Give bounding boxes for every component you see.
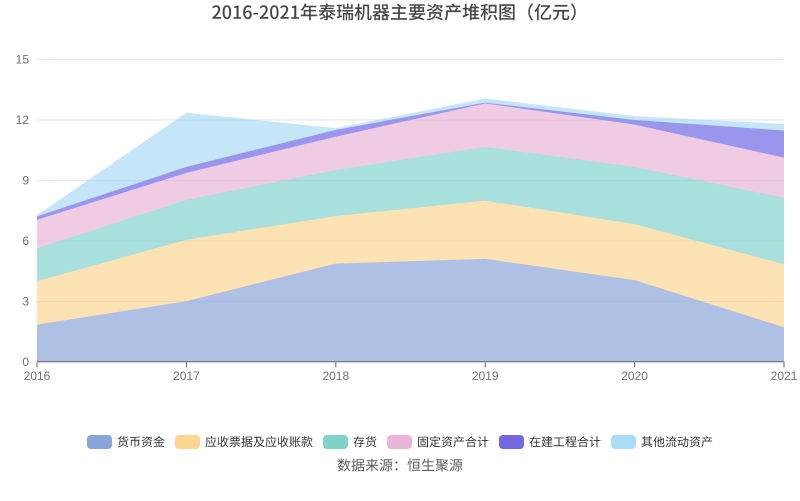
svg-text:6: 6 bbox=[22, 234, 29, 248]
svg-text:15: 15 bbox=[16, 53, 30, 67]
svg-text:2018: 2018 bbox=[322, 369, 349, 383]
svg-text:0: 0 bbox=[22, 355, 29, 369]
svg-text:2016: 2016 bbox=[24, 369, 51, 383]
svg-text:2019: 2019 bbox=[472, 369, 499, 383]
svg-text:2017: 2017 bbox=[173, 369, 200, 383]
svg-text:3: 3 bbox=[22, 295, 29, 309]
svg-text:9: 9 bbox=[22, 174, 29, 188]
svg-text:2021: 2021 bbox=[771, 369, 798, 383]
svg-text:12: 12 bbox=[16, 113, 30, 127]
svg-text:2020: 2020 bbox=[621, 369, 648, 383]
